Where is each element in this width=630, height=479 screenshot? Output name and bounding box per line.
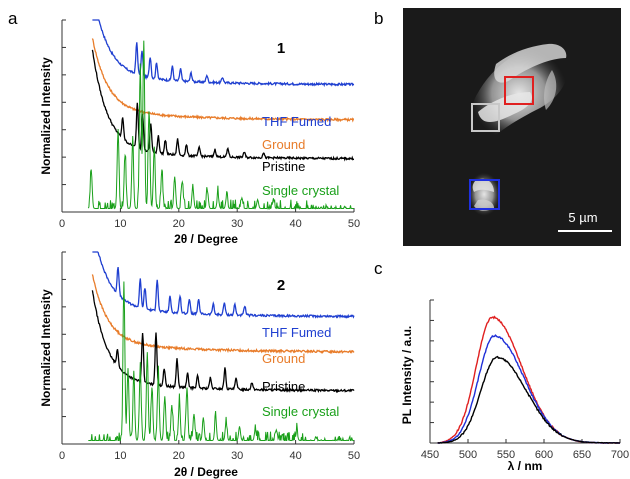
series-line-single-crystal <box>88 281 354 442</box>
series-line-thf-fumed <box>92 251 355 319</box>
series-line-pristine <box>91 290 355 394</box>
y-axis-title: Normalized Intensity <box>39 289 53 407</box>
x-tick-label: 40 <box>289 450 301 462</box>
fluorescence-micrograph: 5 µm <box>403 8 621 246</box>
x-tick-labels: 0 10 20 30 40 50 <box>59 440 360 462</box>
x-tick-label: 0 <box>59 218 65 230</box>
panel-label-b: b <box>374 9 383 28</box>
crystal-upper <box>469 43 568 142</box>
scale-bar-label: 5 µm <box>568 210 597 225</box>
x-tick-label: 20 <box>173 218 185 230</box>
series-line-single-crystal <box>87 40 354 211</box>
x-tick-labels: 450 500 550 600 650 700 <box>421 439 629 461</box>
region-box-white <box>471 103 500 132</box>
x-tick-label: 450 <box>421 449 439 461</box>
series-label-single-crystal: Single crystal <box>262 404 339 419</box>
x-tick-label: 10 <box>114 218 126 230</box>
pl-spectrum-chart: 450 500 550 600 650 700 λ / nm PL Intensity /… <box>400 299 629 473</box>
series-lines <box>87 19 355 211</box>
x-axis-title: λ / nm <box>508 459 543 473</box>
x-tick-label: 30 <box>231 218 243 230</box>
series-line-ground <box>91 38 355 123</box>
series-label-pristine: Pristine <box>262 159 305 174</box>
y-tick-marks <box>62 19 66 213</box>
x-tick-label: 0 <box>59 450 65 462</box>
y-tick-marks <box>62 251 66 445</box>
x-tick-label: 50 <box>348 218 360 230</box>
panel-label-c: c <box>374 259 383 278</box>
region-box-blue <box>469 179 500 210</box>
x-tick-label: 500 <box>459 449 477 461</box>
crystal-lower <box>468 172 501 216</box>
x-tick-label: 600 <box>535 449 553 461</box>
compound-label: 1 <box>277 40 285 57</box>
x-tick-label: 40 <box>289 218 301 230</box>
y-axis-title: Normalized Intensity <box>39 57 53 175</box>
series-label-thf-fumed: THF Fumed <box>262 114 331 129</box>
x-tick-label: 30 <box>231 450 243 462</box>
series-line-pristine <box>91 49 354 162</box>
panel-label-a: a <box>8 9 18 28</box>
y-tick-marks <box>430 299 434 444</box>
x-tick-label: 10 <box>114 450 126 462</box>
series-label-thf-fumed: THF Fumed <box>262 325 331 340</box>
region-box-red <box>504 76 534 105</box>
series-label-single-crystal: Single crystal <box>262 183 339 198</box>
series-label-ground: Ground <box>262 137 305 152</box>
x-tick-label: 650 <box>573 449 591 461</box>
x-tick-label: 700 <box>611 449 629 461</box>
xrd-chart-compound-1: 0 10 20 30 40 50 2θ / Degree Normalized Inten… <box>39 19 360 246</box>
series-label-ground: Ground <box>262 351 305 366</box>
y-axis-title: PL Intensity / a.u. <box>400 326 414 424</box>
series-lines <box>88 251 355 442</box>
xrd-chart-compound-2: 0 10 20 30 40 50 2θ / Degree Normalized Inten… <box>39 251 360 479</box>
compound-label: 2 <box>277 277 285 294</box>
pl-series-line-black <box>437 355 621 444</box>
series-label-pristine: Pristine <box>262 379 305 394</box>
x-tick-labels: 0 10 20 30 40 50 <box>59 208 360 230</box>
x-axis-title: 2θ / Degree <box>174 465 238 479</box>
series-line-ground <box>91 274 355 355</box>
micrograph-background <box>403 8 621 246</box>
x-tick-label: 550 <box>497 449 515 461</box>
x-tick-label: 50 <box>348 450 360 462</box>
pl-series-line-blue <box>437 334 621 444</box>
series-lines <box>437 315 621 444</box>
series-line-thf-fumed <box>92 19 355 88</box>
x-axis-title: 2θ / Degree <box>174 232 238 246</box>
x-tick-label: 20 <box>173 450 185 462</box>
